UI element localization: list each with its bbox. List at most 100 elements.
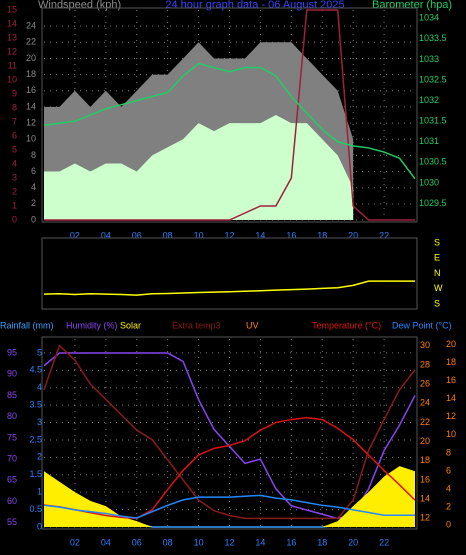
y3-tick-label: 1034 bbox=[419, 13, 439, 23]
x-tick-label: 12 bbox=[224, 537, 234, 547]
y2-tick-label: 75 bbox=[7, 432, 17, 442]
x-tick-label: 10 bbox=[194, 230, 204, 240]
y-tick-label: 1 bbox=[37, 487, 42, 497]
wind-axis-title: Windspeed (kph) bbox=[38, 0, 121, 11]
y2-tick-label: 65 bbox=[7, 475, 17, 485]
x-tick-label: 06 bbox=[132, 230, 142, 240]
legend-entry: Dew Point (°C) bbox=[392, 320, 452, 330]
y2-tick-label: 5 bbox=[12, 144, 17, 154]
y2-tick-label: 7 bbox=[12, 116, 17, 126]
y2-tick-label: 55 bbox=[7, 517, 17, 527]
y2-tick-label: 15 bbox=[7, 4, 17, 14]
y3-tick-label: 14 bbox=[420, 494, 430, 504]
y-tick-label: 22 bbox=[26, 37, 36, 47]
series-line bbox=[43, 62, 416, 180]
y2-tick-label: 0 bbox=[12, 214, 17, 224]
y2-tick-label: 8 bbox=[12, 102, 17, 112]
y3-tick-label: 1032.5 bbox=[419, 74, 447, 84]
legend-entry: Extra temp3 bbox=[172, 320, 221, 330]
y-tick-label: 4.5 bbox=[29, 365, 42, 375]
legend-entry: Humidity (%) bbox=[66, 320, 118, 330]
x-tick-label: 10 bbox=[194, 537, 204, 547]
x-tick-label: 14 bbox=[255, 230, 265, 240]
series-area bbox=[44, 466, 415, 527]
x-tick-label: 18 bbox=[317, 537, 327, 547]
y4-tick-label: 10 bbox=[446, 429, 456, 439]
y-tick-label: S bbox=[434, 237, 440, 247]
y-tick-label: 20 bbox=[26, 53, 36, 63]
y4-tick-label: 20 bbox=[446, 339, 456, 349]
y-tick-label: 6 bbox=[31, 166, 36, 176]
y-tick-label: 2 bbox=[31, 198, 36, 208]
y2-tick-label: 90 bbox=[7, 369, 17, 379]
y-tick-label: S bbox=[434, 298, 440, 308]
y3-tick-label: 1031 bbox=[419, 136, 439, 146]
y4-tick-label: 16 bbox=[446, 375, 456, 385]
y3-tick-label: 1029.5 bbox=[419, 198, 447, 208]
y4-tick-label: 14 bbox=[446, 393, 456, 403]
legend-entry: UV bbox=[246, 320, 259, 330]
x-tick-label: 04 bbox=[101, 537, 111, 547]
y-tick-label: 16 bbox=[26, 85, 36, 95]
y2-tick-label: 3 bbox=[12, 172, 17, 182]
y2-tick-label: 9 bbox=[12, 88, 17, 98]
y2-tick-label: 95 bbox=[7, 347, 17, 357]
y-tick-label: 3 bbox=[37, 417, 42, 427]
y-tick-label: 24 bbox=[26, 21, 36, 31]
y3-tick-label: 16 bbox=[420, 474, 430, 484]
x-tick-label: 20 bbox=[348, 537, 358, 547]
legend-entry: Solar bbox=[120, 320, 141, 330]
y3-tick-label: 20 bbox=[420, 436, 430, 446]
y-tick-label: 0.5 bbox=[29, 504, 42, 514]
y3-tick-label: 1030 bbox=[419, 177, 439, 187]
plot-frame bbox=[41, 237, 418, 310]
series-line bbox=[43, 280, 415, 296]
y4-tick-label: 12 bbox=[446, 411, 456, 421]
y-tick-label: N bbox=[434, 268, 441, 278]
y2-tick-label: 60 bbox=[7, 496, 17, 506]
series-area bbox=[44, 115, 354, 220]
series-line bbox=[43, 344, 416, 520]
x-tick-label: 08 bbox=[163, 537, 173, 547]
x-tick-label: 14 bbox=[255, 537, 265, 547]
y2-tick-label: 11 bbox=[8, 60, 17, 70]
y2-tick-label: 85 bbox=[7, 390, 17, 400]
x-tick-label: 02 bbox=[70, 537, 80, 547]
legend-entry: Rainfall (mm) bbox=[0, 320, 54, 330]
y2-tick-label: 14 bbox=[7, 18, 17, 28]
y-tick-label: 2 bbox=[37, 452, 42, 462]
y-tick-label: 0 bbox=[31, 214, 36, 224]
series-line bbox=[43, 494, 415, 519]
y2-tick-label: 2 bbox=[12, 186, 17, 196]
y2-tick-label: 70 bbox=[7, 453, 17, 463]
x-tick-label: 22 bbox=[379, 230, 389, 240]
y-tick-label: 14 bbox=[26, 101, 36, 111]
x-tick-label: 16 bbox=[286, 230, 296, 240]
y2-tick-label: 1 bbox=[12, 200, 17, 210]
y3-tick-label: 24 bbox=[420, 398, 430, 408]
y-tick-label: 0 bbox=[37, 521, 42, 531]
x-tick-label: 22 bbox=[379, 537, 389, 547]
y4-tick-label: 4 bbox=[446, 483, 451, 493]
y-tick-label: 3.5 bbox=[29, 400, 42, 410]
y2-tick-label: 13 bbox=[7, 32, 17, 42]
x-tick-label: 06 bbox=[132, 537, 142, 547]
y2-tick-label: 80 bbox=[7, 411, 17, 421]
y-tick-label: 18 bbox=[26, 69, 36, 79]
y3-tick-label: 26 bbox=[420, 378, 430, 388]
x-tick-label: 04 bbox=[101, 230, 111, 240]
y3-tick-label: 1033.5 bbox=[419, 33, 447, 43]
y3-tick-label: 1030.5 bbox=[419, 157, 447, 167]
y3-tick-label: 22 bbox=[420, 417, 430, 427]
y3-tick-label: 30 bbox=[420, 340, 430, 350]
y-tick-label: 2.5 bbox=[29, 434, 42, 444]
y4-tick-label: 18 bbox=[446, 357, 456, 367]
y-tick-label: 5 bbox=[37, 347, 42, 357]
y-tick-label: 4 bbox=[31, 182, 36, 192]
y2-tick-label: 6 bbox=[12, 130, 17, 140]
x-tick-label: 08 bbox=[163, 230, 173, 240]
y-tick-label: W bbox=[434, 283, 443, 293]
legend-entry: Temperature (°C) bbox=[312, 320, 381, 330]
y-tick-label: 8 bbox=[31, 150, 36, 160]
